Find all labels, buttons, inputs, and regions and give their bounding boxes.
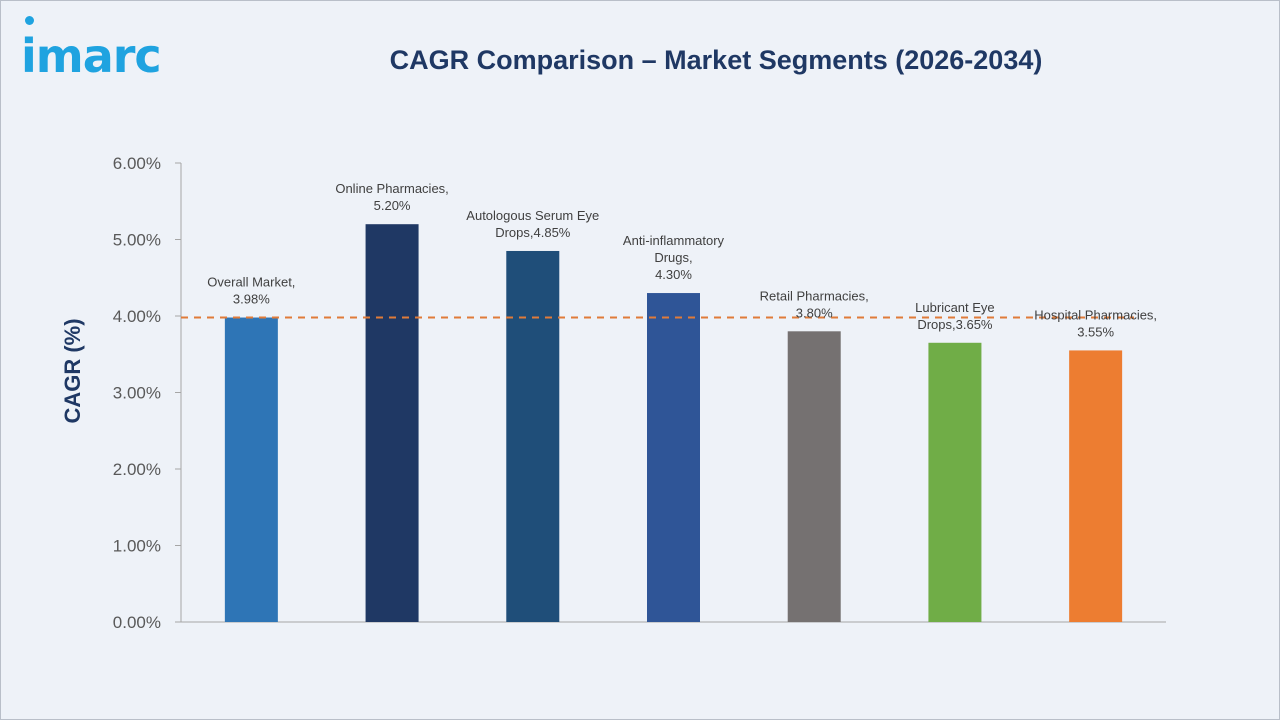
chart-title: CAGR Comparison – Market Segments (2026-… <box>389 45 1043 75</box>
data-label-line: Lubricant Eye <box>915 300 995 315</box>
bar <box>1069 350 1123 622</box>
bars <box>224 224 1123 622</box>
bar <box>787 331 841 622</box>
y-tick-label: 0.00% <box>113 613 161 632</box>
logo-dot-icon <box>25 16 34 25</box>
data-label-line: Retail Pharmacies, <box>760 288 869 303</box>
data-label-line: Drops,3.65% <box>917 317 993 332</box>
imarc-logo: imarc <box>21 29 162 83</box>
data-label-line: 3.98% <box>233 292 270 307</box>
data-label-line: 3.80% <box>796 305 833 320</box>
data-label-line: 4.30% <box>655 267 692 282</box>
data-label: Online Pharmacies, 5.20% <box>335 181 448 213</box>
y-tick-label: 2.00% <box>113 460 161 479</box>
bar <box>365 224 419 622</box>
bar <box>928 342 982 622</box>
data-label: Anti-inflammatory Drugs, 4.30% <box>623 233 725 282</box>
bar <box>224 317 278 622</box>
data-label-line: Drops,4.85% <box>495 225 571 240</box>
data-label-line: Overall Market, <box>207 275 295 290</box>
data-label: Hospital Pharmacies, 3.55% <box>1034 307 1157 339</box>
data-label-line: Anti-inflammatory <box>623 233 725 248</box>
y-tick-label: 1.00% <box>113 537 161 556</box>
data-label-line: Hospital Pharmacies, <box>1034 307 1157 322</box>
bar <box>647 293 700 622</box>
data-label-line: 3.55% <box>1077 324 1114 339</box>
data-label-line: Autologous Serum Eye <box>466 208 599 223</box>
data-label: Autologous Serum Eye Drops,4.85% <box>466 208 599 240</box>
bar <box>506 250 560 622</box>
y-axis: 0.00% 1.00% 2.00% 3.00% 4.00% 5.00% 6.00% <box>113 154 1166 632</box>
data-label-line: 5.20% <box>374 198 411 213</box>
data-label: Retail Pharmacies, 3.80% <box>760 288 869 320</box>
y-tick-label: 4.00% <box>113 307 161 326</box>
data-labels: Overall Market, 3.98% Online Pharmacies, 5.… <box>207 181 1157 339</box>
data-label-line: Drugs, <box>654 250 692 265</box>
y-tick-label: 6.00% <box>113 154 161 173</box>
y-tick-label: 3.00% <box>113 384 161 403</box>
y-tick-label: 5.00% <box>113 231 161 250</box>
data-label: Overall Market, 3.98% <box>207 275 295 307</box>
data-label-line: Online Pharmacies, <box>335 181 448 196</box>
data-label: Lubricant Eye Drops,3.65% <box>915 300 995 332</box>
